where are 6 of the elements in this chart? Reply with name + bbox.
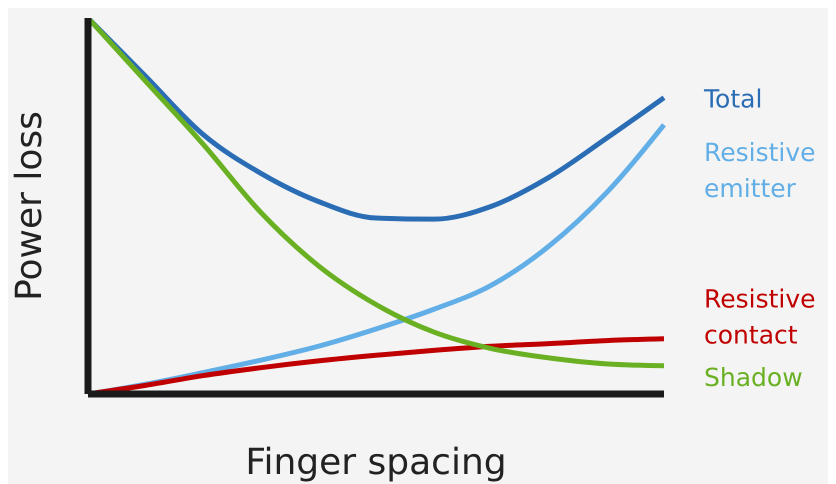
series-label: Resistive emitter: [704, 138, 816, 203]
series-label: Resistive contact: [704, 284, 816, 350]
series-label: Shadow: [704, 362, 803, 392]
series-label: Total: [703, 84, 762, 114]
y-axis-title: Power loss: [8, 111, 50, 301]
x-axis-title: Finger spacing: [245, 442, 507, 483]
